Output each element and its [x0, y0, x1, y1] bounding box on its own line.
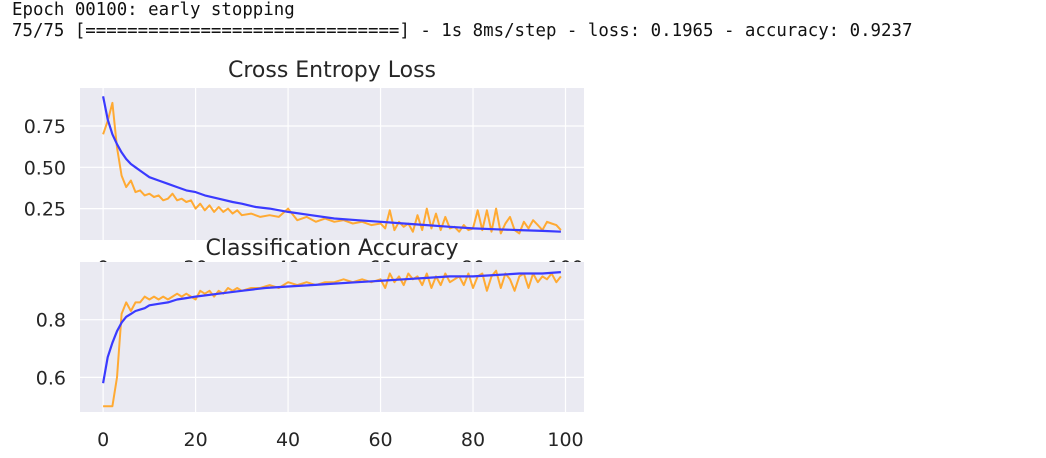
accuracy-x-tick-label: 80	[461, 429, 485, 451]
accuracy-x-tick-label: 100	[547, 429, 583, 451]
evaluation-progress-line: 75/75 [==============================] -…	[12, 21, 913, 41]
accuracy-x-tick-label: 20	[184, 429, 208, 451]
loss-y-tick-label: 0.75	[24, 116, 66, 138]
loss-plot: 0.250.500.75020406080100Cross Entropy Lo…	[24, 58, 584, 279]
accuracy-x-tick-label: 40	[276, 429, 300, 451]
accuracy-x-tick-label: 60	[368, 429, 392, 451]
early-stopping-line: Epoch 00100: early stopping	[12, 0, 295, 20]
accuracy-train-line	[102, 271, 561, 384]
loss-plot-area	[80, 88, 584, 240]
accuracy-y-tick-label: 0.6	[36, 367, 66, 389]
loss-y-tick-label: 0.50	[24, 157, 66, 179]
loss-validation-line	[102, 101, 562, 235]
accuracy-plot: 0.6 0.8 0 20 40 60 80 100 Classification Accurac…	[36, 236, 584, 451]
loss-y-tick-label: 0.25	[24, 199, 66, 221]
accuracy-x-tick-label: 0	[97, 429, 109, 451]
loss-train-line	[102, 96, 561, 233]
accuracy-y-tick-label: 0.8	[36, 310, 66, 332]
accuracy-chart-title: Classification Accuracy	[206, 236, 459, 261]
training-output-log: Epoch 00100: early stopping 75/75 [======…	[12, 0, 912, 42]
loss-chart-title: Cross Entropy Loss	[228, 58, 436, 83]
